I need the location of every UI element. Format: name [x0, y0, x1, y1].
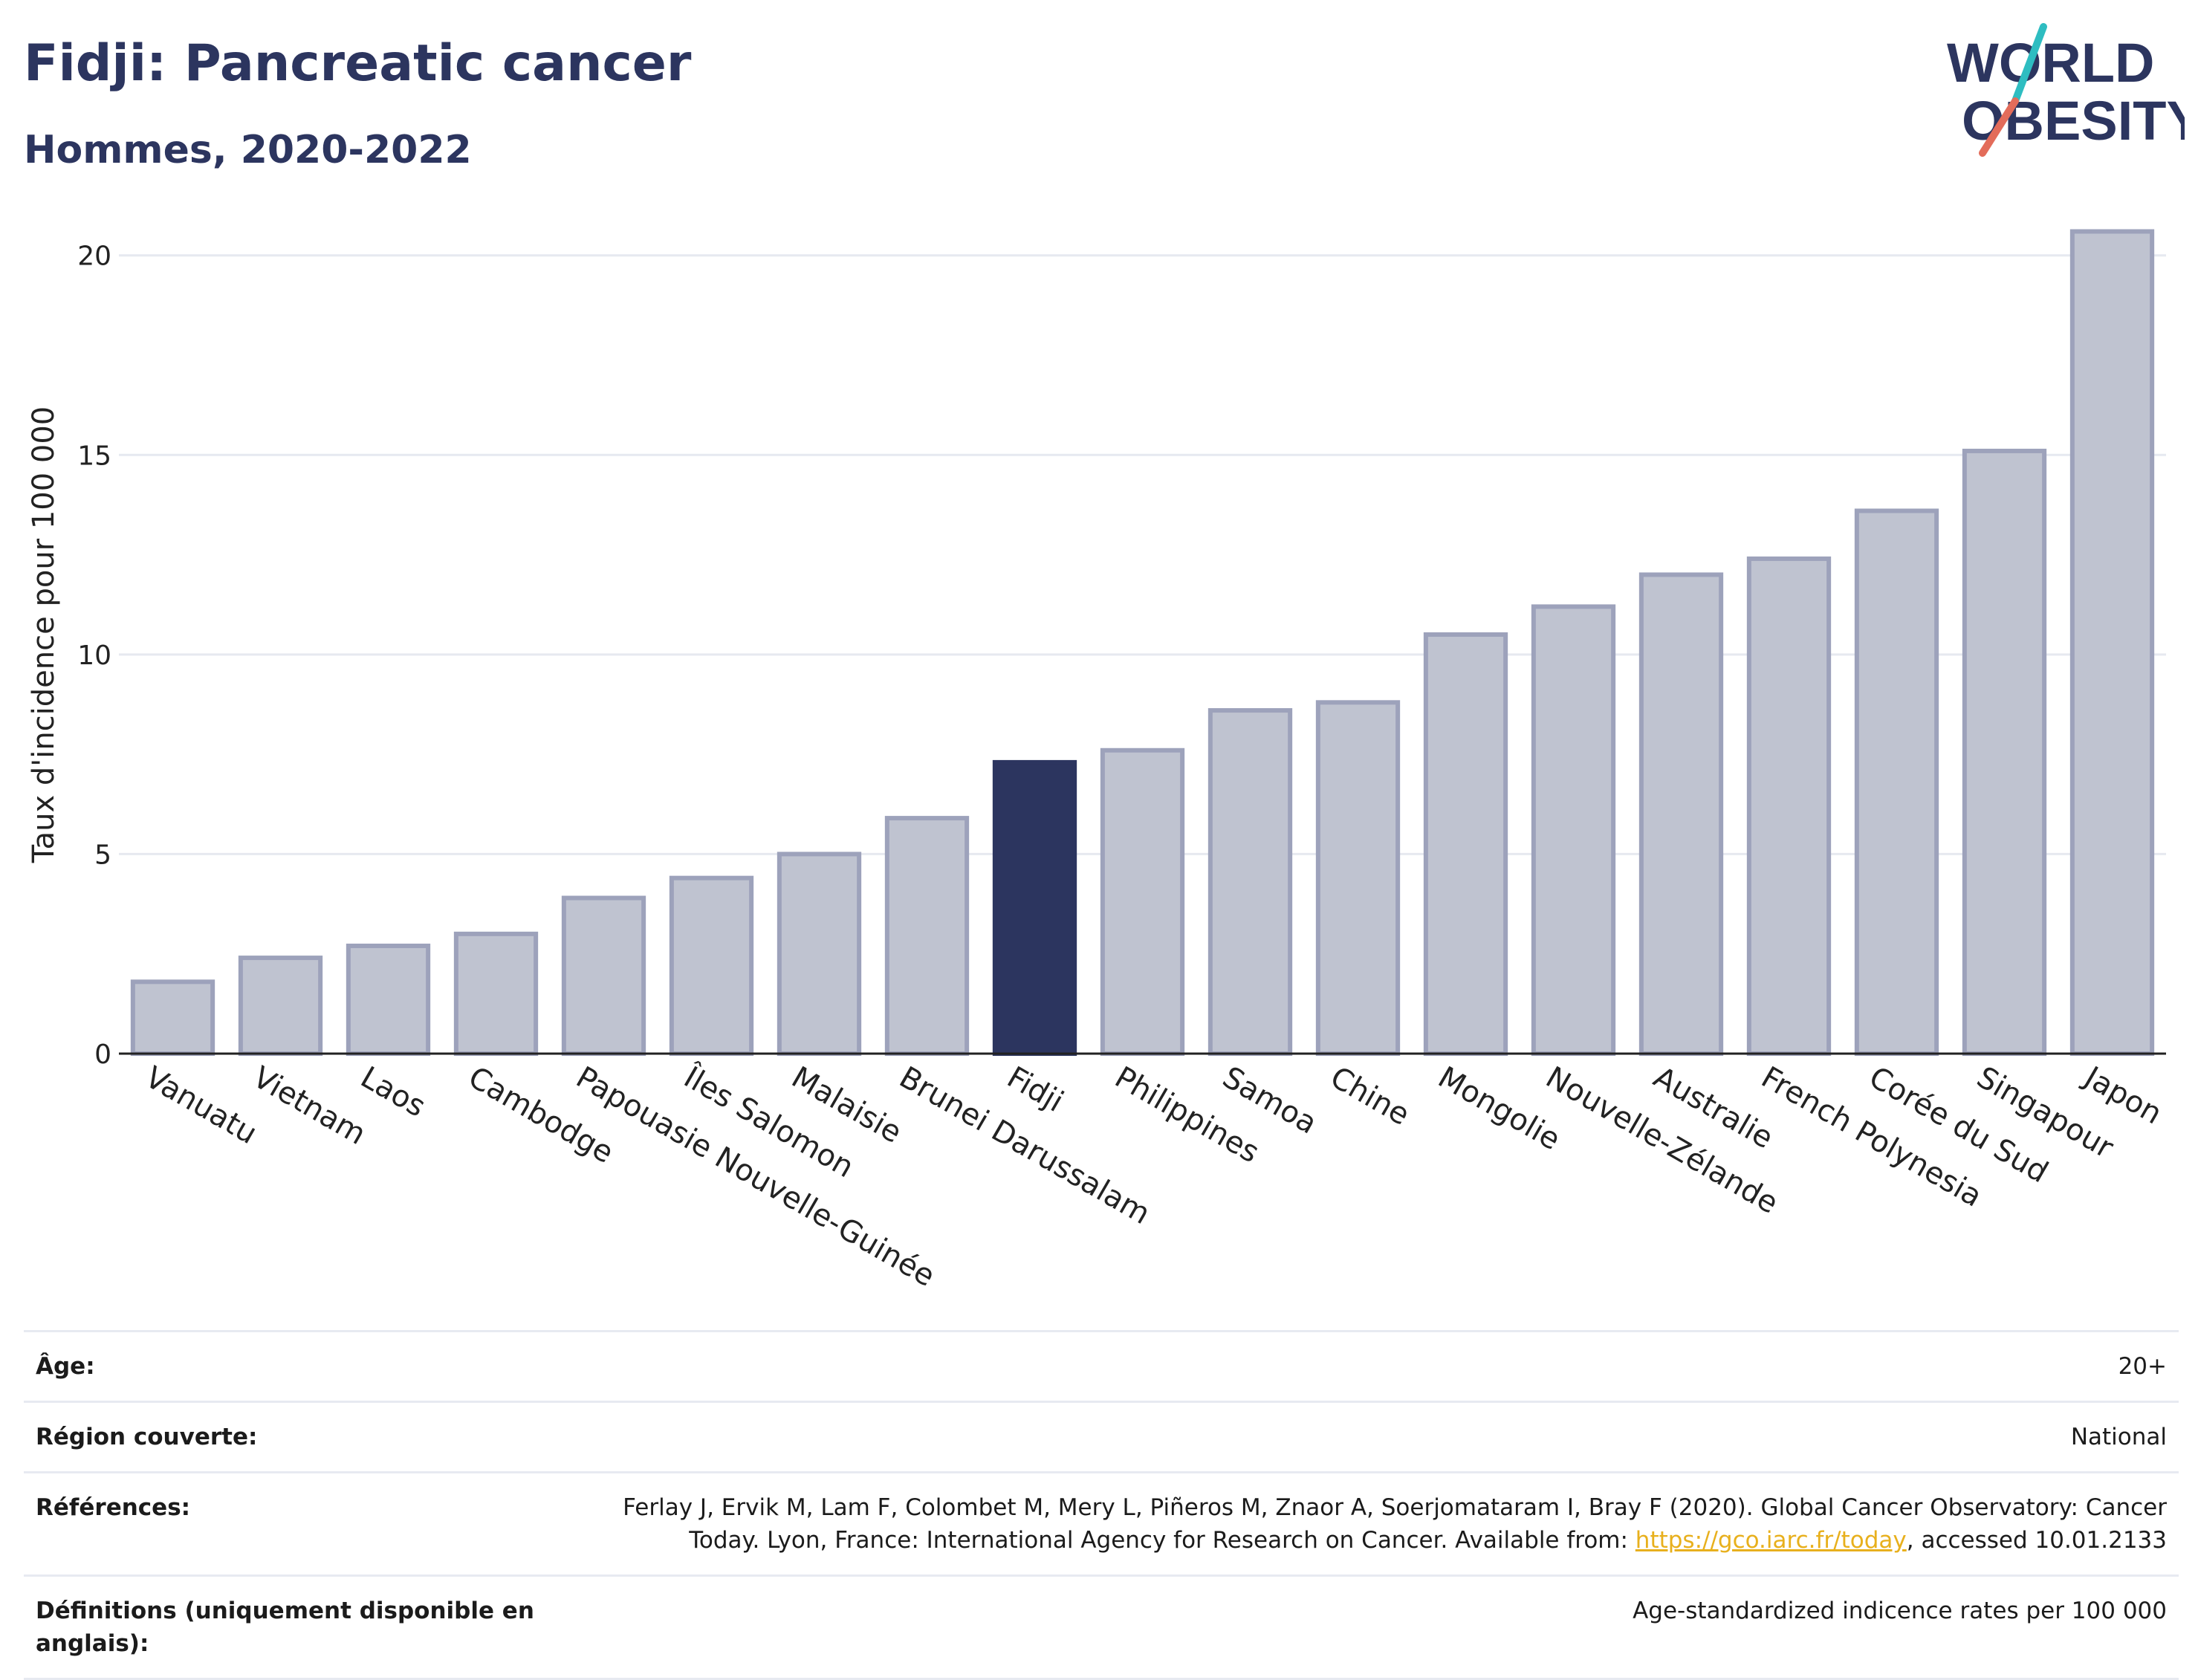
logo-world-text: WORLD [1947, 32, 2155, 94]
info-table: Âge: 20+ Région couverte: National Référ… [24, 1330, 2179, 1680]
reference-text: Ferlay J, Ervik M, Lam F, Colombet M, Me… [623, 1494, 2167, 1554]
x-tick-label: Mongolie [1433, 1060, 1566, 1157]
info-label-region: Région couverte: [36, 1424, 258, 1450]
bar [1423, 632, 1508, 1056]
y-tick-label: 10 [77, 640, 111, 671]
bar [1207, 708, 1293, 1056]
world-obesity-logo: WORLD OBESITY [1947, 23, 2185, 157]
bar [238, 956, 323, 1056]
bar [1638, 572, 1724, 1056]
y-tick-label: 15 [77, 441, 111, 471]
reference-link[interactable]: https://gco.iarc.fr/today [1635, 1527, 1907, 1554]
bar-chart: 0 5 10 15 20 Taux d'incidence pour 100 000 Van… [27, 229, 2168, 1294]
bar [669, 875, 754, 1056]
y-axis-title: Taux d'incidence pour 100 000 [27, 406, 61, 863]
info-label-age: Âge: [36, 1353, 95, 1380]
x-tick-label: Laos [355, 1060, 432, 1124]
bar [2069, 229, 2155, 1056]
info-value-definitions: Age-standardized indicence rates per 100… [1633, 1598, 2167, 1624]
bar [1531, 604, 1616, 1056]
reference-accessed: , accessed 10.01.2133 [1906, 1527, 2167, 1554]
bar [992, 759, 1077, 1057]
bar [130, 979, 215, 1057]
x-tick-label: Fidji [1002, 1060, 1069, 1119]
bar [453, 931, 539, 1057]
info-value-region: National [2070, 1424, 2167, 1450]
logo-coral-slash [1979, 97, 2019, 157]
info-row-references: Références: Ferlay J, Ervik M, Lam F, Co… [24, 1471, 2179, 1574]
chart-title: Fidji: Pancreatic cancer [24, 34, 692, 93]
info-row-age: Âge: 20+ [24, 1330, 2179, 1401]
bar [1100, 747, 1185, 1056]
bar [1746, 556, 1832, 1056]
x-tick-label: Vanuatu [140, 1060, 263, 1151]
info-value-references: Ferlay J, Ervik M, Lam F, Colombet M, Me… [569, 1491, 2167, 1557]
bar [1854, 508, 1939, 1056]
bar [1962, 448, 2047, 1056]
bar [777, 852, 862, 1057]
logo-teal-slash [2011, 23, 2047, 105]
x-tick-label: Vietnam [247, 1060, 372, 1152]
bar [1315, 700, 1401, 1056]
y-tick-label: 5 [94, 840, 111, 870]
y-tick-label: 20 [77, 241, 111, 272]
bar [346, 943, 431, 1056]
x-tick-label: Chine [1325, 1060, 1416, 1132]
info-row-definitions: Définitions (uniquement disponible en an… [24, 1574, 2179, 1680]
info-label-definitions: Définitions (uniquement disponible en an… [36, 1598, 534, 1657]
y-tick-label: 0 [94, 1040, 111, 1070]
info-label-references: Références: [36, 1494, 191, 1521]
info-row-region: Région couverte: National [24, 1401, 2179, 1471]
bar [561, 895, 646, 1056]
bar [884, 816, 970, 1056]
chart-subtitle: Hommes, 2020-2022 [24, 128, 472, 172]
info-value-age: 20+ [2118, 1353, 2167, 1380]
